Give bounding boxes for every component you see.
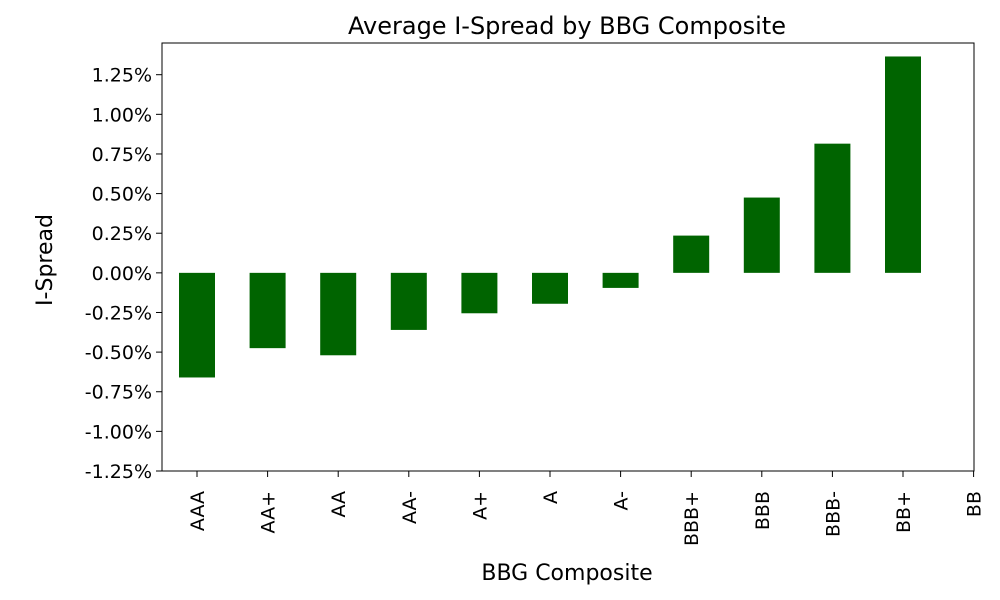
y-tick-label: 1.25% [92,65,152,87]
x-tick-label: BB+ [893,491,915,533]
x-tick-label: BB [964,491,986,517]
bar-bbb [743,197,780,273]
bar-bb-plus [885,56,921,273]
bar-a-plus [461,272,498,314]
x-tick-label: A- [611,491,633,510]
y-tick-label: -1.25% [85,461,152,483]
y-axis: -1.25% -1.00% -0.75% -0.50% -0.25% 0.00% 0.25%… [85,65,162,483]
x-tick-label: A+ [469,491,491,520]
plot-frame [161,42,975,472]
bar-aa-minus [390,272,427,330]
x-tick-label: AA- [399,491,421,524]
y-tick-label: -0.75% [85,382,152,404]
y-tick-label: 0.50% [92,184,152,206]
bar-aa-plus [249,272,286,349]
x-tick-label: AA+ [258,491,280,533]
x-axis-label: BBG Composite [481,561,652,586]
y-tick-label: 0.25% [92,223,152,245]
y-tick-label: 0.75% [92,144,152,166]
x-tick-label: BBB [752,491,774,530]
bar-a [532,272,568,304]
y-tick-label: -0.50% [85,342,152,364]
x-tick-label: BBB- [822,491,844,537]
bars-group [179,56,921,378]
bar-bbb-minus [814,143,851,273]
bar-bbb-plus [673,235,710,273]
x-tick-label: BBB+ [681,491,703,546]
x-tick-label: A [540,491,562,504]
x-axis: AAA AA+ AA AA- A+ A A- BBB+ BBB BBB- BB+ BB [187,471,986,546]
y-tick-label: 1.00% [92,104,152,126]
bar-aaa [179,272,215,378]
y-axis-label: I-Spread [33,214,58,306]
x-tick-label: AAA [187,491,209,531]
x-tick-label: AA [328,491,350,518]
y-tick-label: -1.00% [85,421,152,443]
bar-a-minus [602,272,639,288]
bar-aa [320,272,357,356]
y-tick-label: -0.25% [85,302,152,324]
chart-title: Average I-Spread by BBG Composite [348,12,786,40]
y-tick-label: 0.00% [92,263,152,285]
